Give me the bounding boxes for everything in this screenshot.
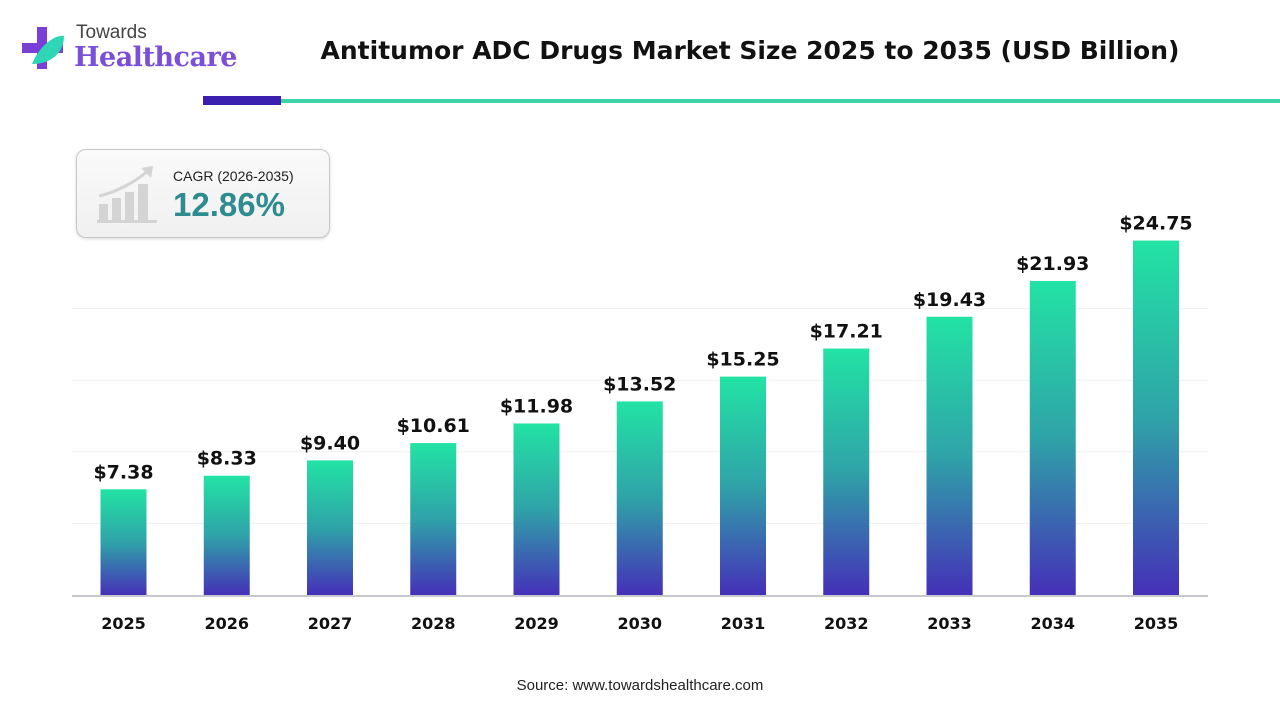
data-label: $8.33 [197, 448, 257, 470]
bar-2031 [720, 376, 766, 595]
x-tick-label: 2028 [411, 614, 456, 633]
bar-2028 [410, 443, 457, 595]
data-label: $13.52 [603, 373, 676, 395]
data-label: $11.98 [500, 395, 573, 417]
x-tick-label: 2033 [927, 614, 972, 633]
logo-text-healthcare: Healthcare [74, 42, 237, 73]
bar-2034 [1029, 280, 1076, 595]
data-label: $7.38 [93, 461, 153, 483]
bar-2035 [1133, 240, 1179, 595]
cagr-value: 12.86% [173, 186, 285, 223]
x-tick-label: 2034 [1030, 614, 1075, 633]
medical-cross-leaf-icon [22, 27, 64, 69]
bar-2032 [823, 348, 870, 595]
title-underline-teal [281, 99, 1280, 103]
data-label: $24.75 [1119, 213, 1192, 235]
bar-2033 [926, 316, 973, 595]
data-label: $9.40 [300, 432, 360, 454]
source-text: Source: www.towardshealthcare.com [516, 677, 764, 694]
x-tick-label: 2030 [617, 614, 662, 633]
x-tick-label: 2031 [721, 614, 766, 633]
data-label: $15.25 [706, 349, 779, 371]
bar-2030 [616, 401, 663, 595]
x-tick-label: 2027 [308, 614, 353, 633]
cagr-label: CAGR (2026-2035) [173, 168, 294, 184]
x-tick-label: 2026 [204, 614, 249, 633]
data-label: $19.43 [913, 289, 986, 311]
growth-chart-icon [97, 166, 157, 223]
cagr-card: CAGR (2026-2035) 12.86% [76, 149, 330, 238]
logo: Towards Healthcare [22, 22, 242, 82]
x-tick-label: 2035 [1134, 614, 1179, 633]
bar-2027 [307, 460, 353, 595]
title-underline-dark [203, 96, 281, 105]
bar-2026 [203, 475, 250, 595]
bar-2029 [513, 423, 560, 595]
data-label: $10.61 [397, 415, 470, 437]
chart-title: Antitumor ADC Drugs Market Size 2025 to … [320, 36, 1180, 65]
data-label: $21.93 [1016, 253, 1089, 275]
data-label: $17.21 [810, 321, 883, 343]
x-tick-label: 2025 [101, 614, 146, 633]
logo-text-towards: Towards [76, 22, 147, 43]
x-tick-label: 2029 [514, 614, 559, 633]
bar-2025 [100, 489, 147, 595]
x-tick-label: 2032 [824, 614, 869, 633]
